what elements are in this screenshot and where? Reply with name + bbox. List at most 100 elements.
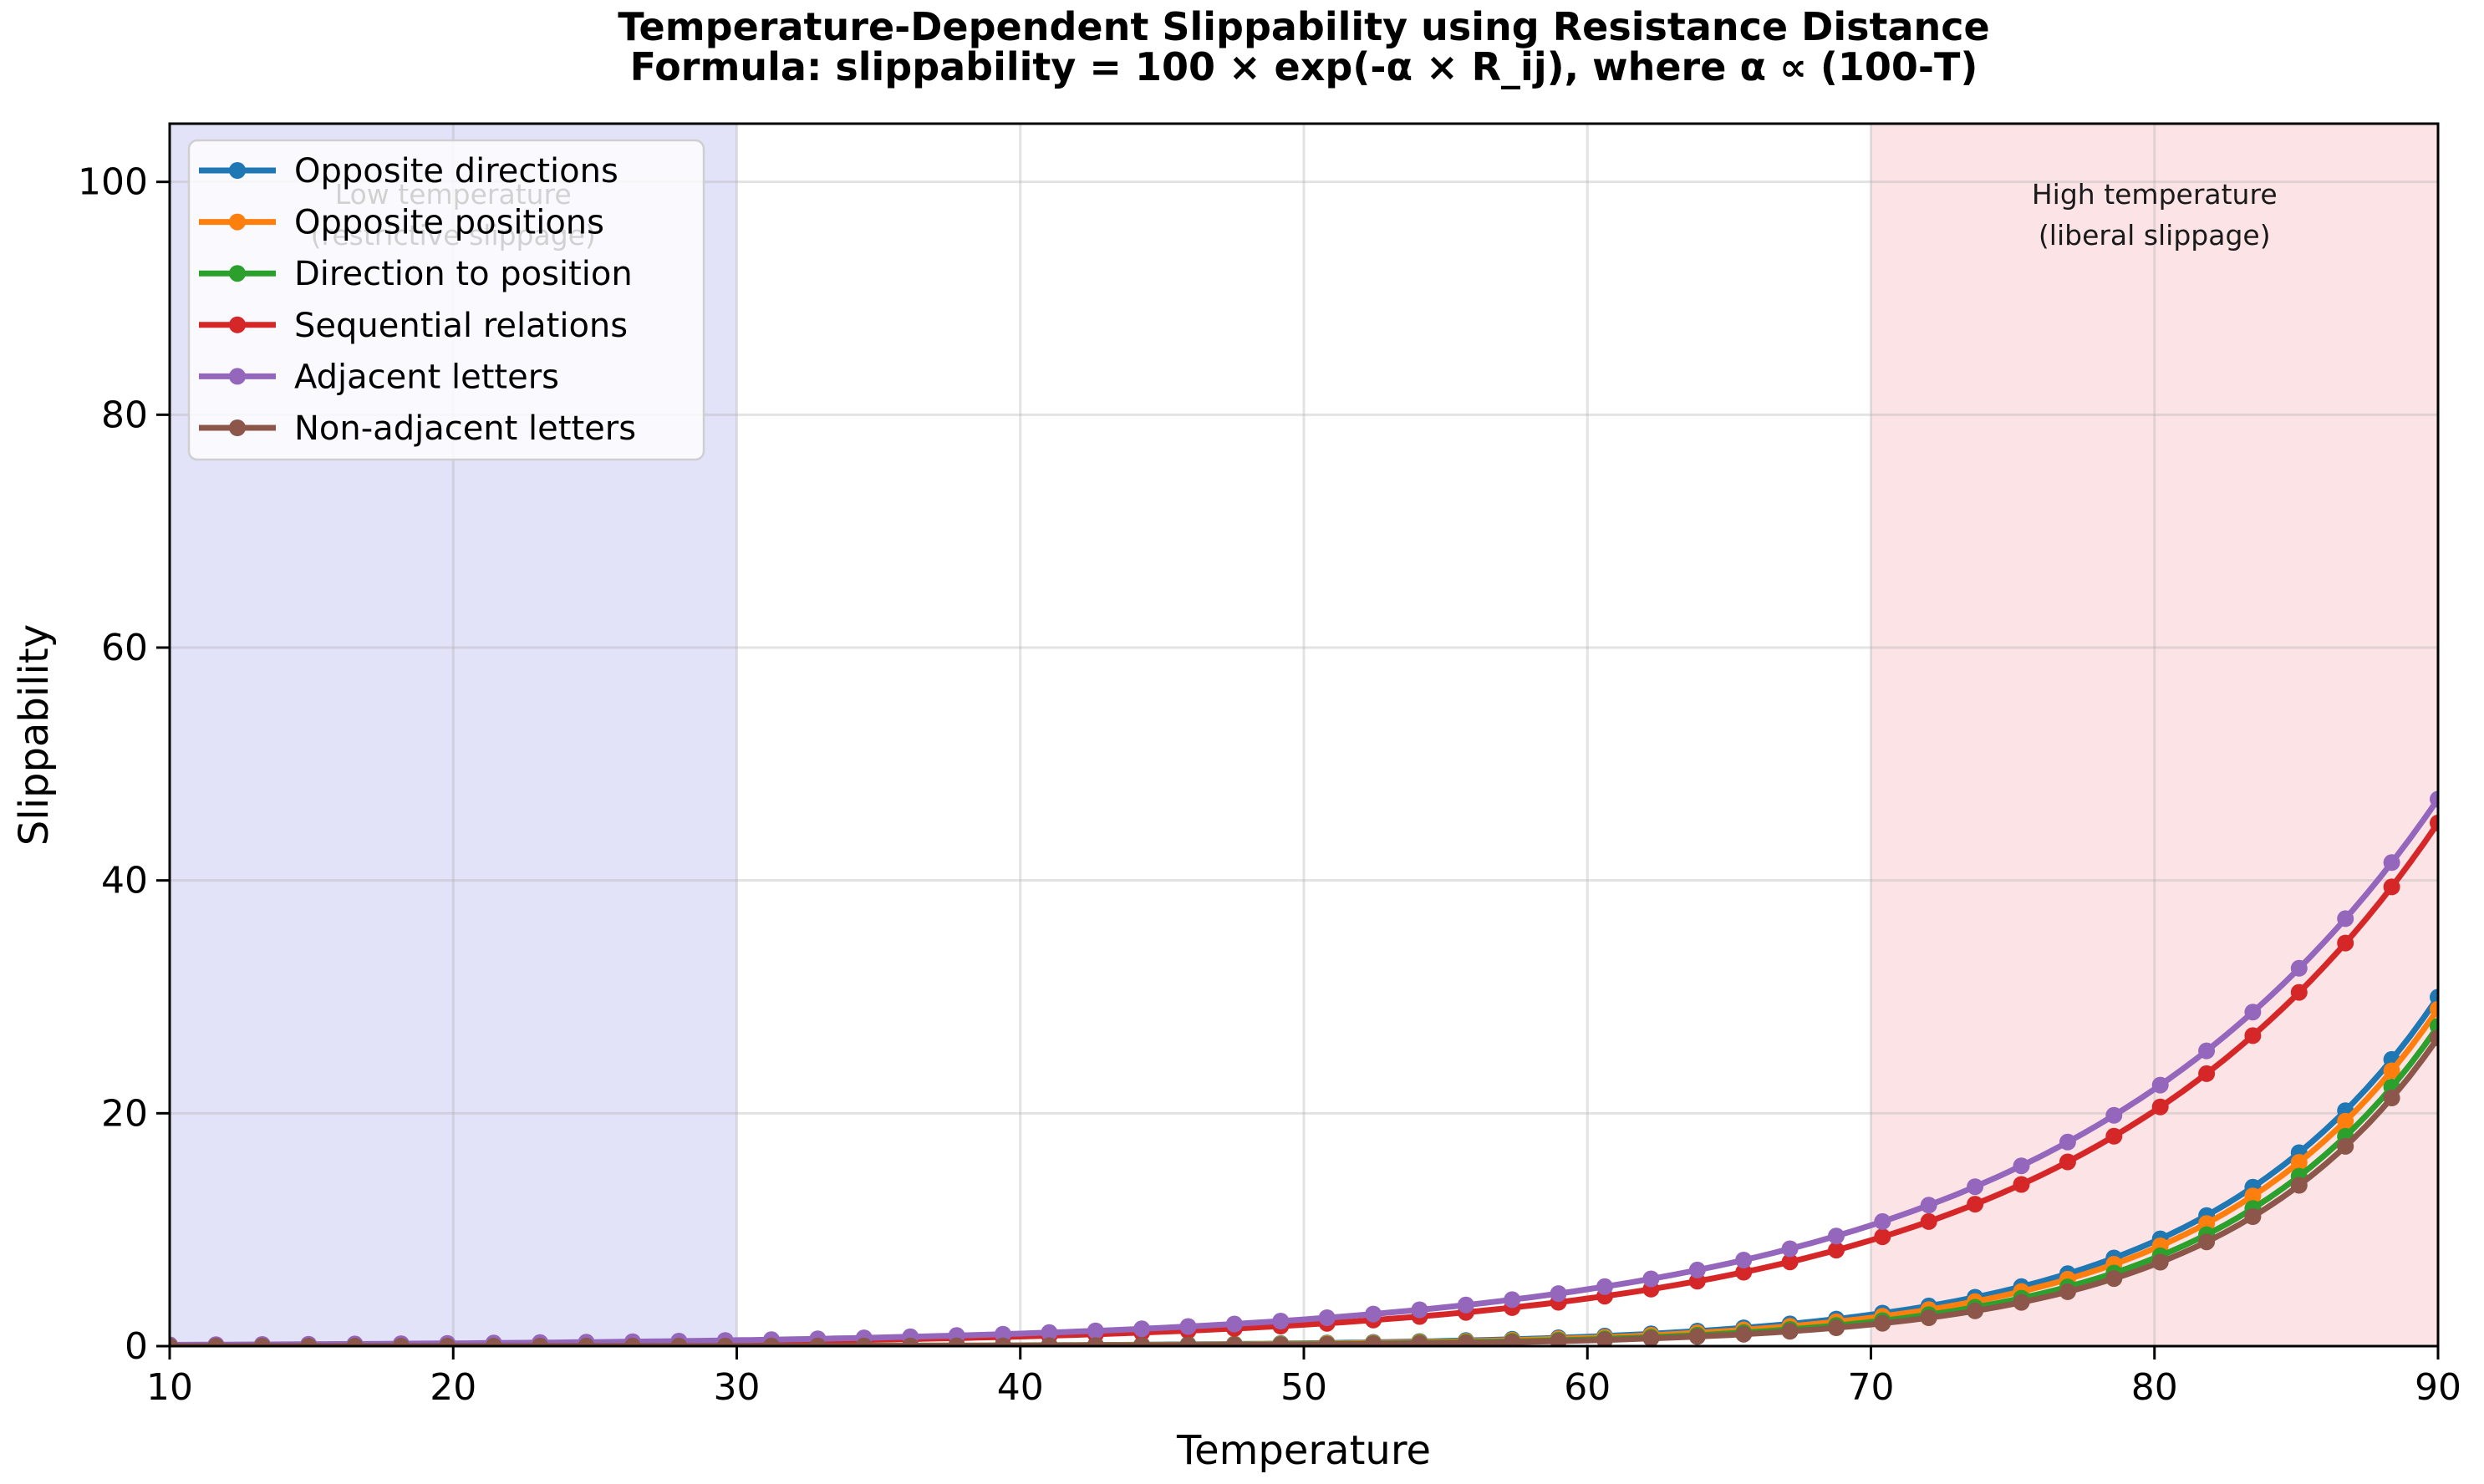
data-point-marker [1504,1291,1521,1309]
data-point-marker [2059,1283,2076,1300]
data-point-marker [1087,1322,1104,1339]
data-point-marker [300,1338,318,1346]
data-point-marker [1735,1263,1753,1281]
x-tick-label: 60 [1564,1366,1611,1409]
data-point-marker [2059,1133,2076,1151]
data-point-marker [995,1337,1011,1346]
data-point-marker [2013,1293,2030,1311]
x-axis-ticks: 10 20 30 40 50 60 70 80 90 [146,1346,2461,1409]
data-point-marker [2244,1187,2262,1205]
data-point-marker [2013,1176,2030,1193]
legend-marker-sample [229,419,246,436]
data-point-marker [1735,1325,1753,1343]
data-point-marker [2430,790,2438,808]
legend-item-direction-to-position: Direction to position [199,255,633,293]
data-point-marker [1457,1296,1474,1314]
data-point-marker [1735,1252,1753,1268]
data-point-marker [1411,1334,1428,1346]
region-label-line1: High temperature [2032,178,2278,211]
data-point-marker [170,1338,178,1346]
data-point-marker [1504,1334,1521,1346]
data-point-marker [2013,1157,2030,1175]
data-point-marker [1920,1309,1937,1326]
y-axis-ticks: 0 20 40 60 80 100 [78,161,170,1368]
y-tick-label: 20 [101,1092,148,1135]
data-point-marker [2244,1027,2262,1044]
data-point-marker [1828,1242,1845,1259]
data-point-marker [809,1337,827,1346]
data-point-marker [1225,1315,1243,1333]
data-point-marker [392,1338,410,1346]
legend-marker-sample [229,162,246,179]
data-point-marker [2337,910,2354,928]
legend-label: Adjacent letters [294,358,559,396]
data-point-marker [2383,1090,2400,1106]
data-point-marker [1225,1336,1243,1346]
chart-subtitle: Formula: slippability = 100 × exp(-α × R… [629,44,1978,89]
y-tick-label: 0 [125,1325,148,1368]
data-point-marker [2430,1000,2438,1018]
region-label-high-temperature: High temperature (liberal slippage) [2032,178,2278,252]
data-point-marker [1688,1328,1706,1345]
data-point-marker [1781,1240,1799,1258]
data-point-marker [532,1337,549,1346]
region-label-line2: (liberal slippage) [2039,219,2271,252]
y-axis-label: Slippability [11,624,58,846]
data-point-marker [2105,1106,2123,1124]
data-point-marker [2383,1062,2400,1080]
data-point-marker [1550,1285,1567,1303]
data-point-marker [1967,1302,1984,1319]
legend-marker-sample [229,265,246,282]
legend-box [187,139,705,461]
data-point-marker [1411,1301,1428,1319]
data-point-marker [1550,1333,1567,1346]
data-point-marker [1179,1336,1197,1346]
x-axis-label: Temperature [1176,1427,1431,1474]
data-point-marker [2151,1253,2169,1271]
x-tick-label: 30 [714,1366,761,1409]
data-point-marker [2290,1177,2308,1194]
legend-item-adjacent-letters: Adjacent letters [199,358,559,396]
data-point-marker [1596,1331,1613,1346]
x-tick-label: 10 [146,1366,193,1409]
data-point-marker [2105,1270,2123,1288]
data-point-marker [1318,1336,1336,1346]
data-point-marker [1642,1329,1660,1346]
chart-title: Temperature-Dependent Slippability using… [618,4,1990,49]
data-point-marker [1642,1270,1660,1288]
data-point-marker [995,1325,1011,1343]
data-point-marker [346,1338,364,1346]
data-point-marker [2198,1065,2216,1082]
legend-item-non-adjacent-letters: Non-adjacent letters [199,409,636,448]
legend-label: Non-adjacent letters [294,409,636,448]
data-point-marker [2430,1029,2438,1047]
data-point-marker [1920,1197,1937,1214]
legend-label: Sequential relations [294,307,628,345]
data-point-marker [2290,1154,2308,1171]
data-point-marker [902,1337,919,1346]
data-point-marker [1133,1320,1151,1338]
data-point-marker [763,1337,780,1346]
data-point-marker [1179,1318,1197,1335]
data-point-marker [2105,1127,2123,1145]
data-point-marker [1087,1337,1104,1346]
legend-marker-sample [229,368,246,385]
data-point-marker [1967,1196,1984,1213]
data-point-marker [2383,878,2400,896]
data-point-marker [1874,1212,1891,1230]
data-point-marker [1318,1309,1336,1326]
data-point-marker [2151,1076,2169,1094]
x-tick-label: 40 [997,1366,1044,1409]
data-point-marker [2198,1233,2216,1251]
legend-item-opposite-positions: Opposite positions [199,204,604,242]
legend-item-opposite-directions: Opposite directions [199,152,618,191]
data-point-marker [1365,1335,1382,1346]
x-tick-label: 80 [2131,1366,2178,1409]
data-point-marker [439,1338,456,1346]
data-point-marker [1967,1178,1984,1196]
data-point-marker [485,1338,502,1346]
y-tick-label: 60 [101,627,148,669]
data-point-marker [1133,1337,1151,1346]
data-point-marker [1041,1324,1058,1341]
